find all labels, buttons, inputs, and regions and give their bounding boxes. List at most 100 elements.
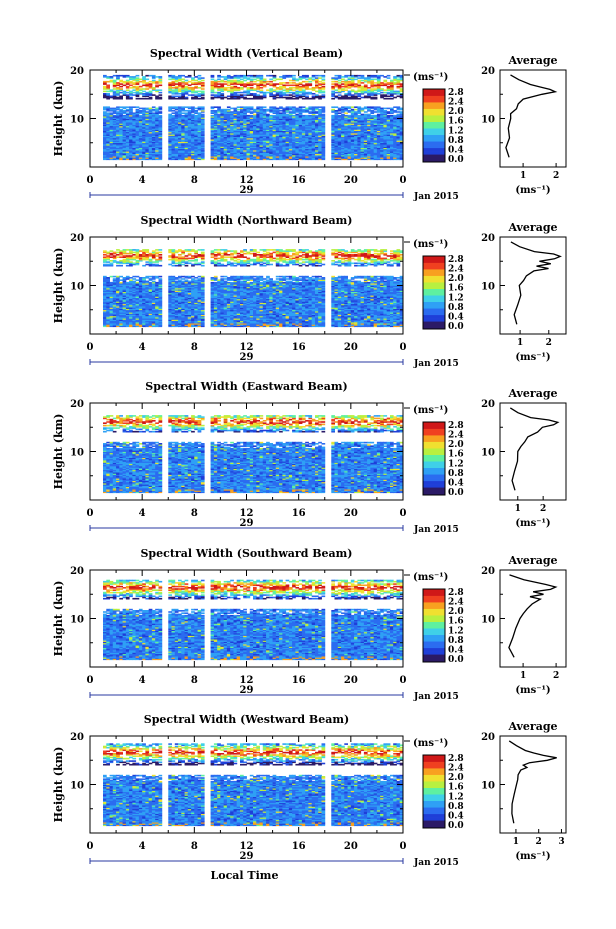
heatmap-cell bbox=[249, 89, 254, 91]
heatmap-cell bbox=[253, 122, 257, 124]
heatmap-cell bbox=[256, 156, 260, 158]
heatmap-cell bbox=[269, 88, 273, 90]
heatmap-cell bbox=[151, 131, 156, 134]
heatmap-cell bbox=[331, 128, 335, 130]
heatmap-cell bbox=[292, 87, 296, 89]
heatmap-cell bbox=[249, 158, 254, 161]
heatmap-cell bbox=[331, 114, 335, 117]
heatmap-cell bbox=[262, 112, 267, 114]
heatmap-cell bbox=[380, 74, 384, 77]
heatmap-cell bbox=[396, 74, 401, 77]
heatmap-cell bbox=[354, 122, 358, 124]
heatmap-cell bbox=[357, 146, 362, 148]
heatmap-cell bbox=[103, 93, 107, 95]
heatmap-cell bbox=[301, 123, 306, 125]
heatmap-cell bbox=[246, 158, 251, 161]
heatmap-cell bbox=[279, 152, 283, 154]
heatmap-cell bbox=[292, 93, 296, 95]
heatmap-cell bbox=[135, 146, 140, 148]
heatmap-cell bbox=[298, 89, 303, 91]
heatmap-cell bbox=[103, 76, 107, 78]
heatmap-cell bbox=[132, 94, 137, 96]
heatmap-cell bbox=[129, 94, 133, 96]
heatmap-cell bbox=[272, 147, 277, 150]
heatmap-cell bbox=[103, 146, 107, 148]
heatmap-cell bbox=[292, 135, 296, 138]
heatmap-cell bbox=[236, 136, 241, 139]
heatmap-cell bbox=[174, 148, 179, 151]
heatmap-cell bbox=[305, 130, 309, 133]
heatmap-cell bbox=[217, 89, 221, 91]
heatmap-cell bbox=[262, 136, 267, 139]
heatmap-cell bbox=[151, 136, 156, 139]
heatmap-cell bbox=[236, 133, 241, 135]
heatmap-cell bbox=[129, 93, 133, 95]
heatmap-cell bbox=[174, 79, 179, 82]
heatmap-cell bbox=[226, 152, 231, 154]
heatmap-cell bbox=[308, 153, 313, 156]
heatmap-cell bbox=[151, 140, 156, 142]
heatmap-cell bbox=[184, 106, 189, 108]
heatmap-cell bbox=[220, 137, 225, 140]
heatmap-cell bbox=[295, 157, 300, 159]
heatmap-cell bbox=[233, 142, 238, 145]
heatmap-cell bbox=[109, 90, 114, 93]
heatmap-cell bbox=[315, 127, 319, 129]
heatmap-cell bbox=[142, 140, 146, 142]
heatmap-cell bbox=[354, 147, 358, 150]
heatmap-cell bbox=[226, 122, 231, 124]
heatmap-cell bbox=[301, 128, 306, 130]
heatmap-cell bbox=[347, 129, 352, 131]
heatmap-cell bbox=[135, 91, 140, 94]
heatmap-cell bbox=[109, 144, 114, 146]
heatmap-cell bbox=[295, 93, 300, 95]
heatmap-cell bbox=[288, 123, 293, 125]
heatmap-cell bbox=[213, 120, 218, 123]
heatmap-cell bbox=[288, 87, 293, 89]
heatmap-cell bbox=[341, 88, 345, 90]
heatmap-cell bbox=[269, 141, 273, 144]
heatmap-cell bbox=[315, 112, 319, 114]
heatmap-cell bbox=[213, 135, 218, 138]
heatmap-cell bbox=[142, 78, 146, 81]
heatmap-cell bbox=[318, 119, 322, 122]
heatmap-cell bbox=[187, 114, 192, 117]
heatmap-cell bbox=[331, 135, 335, 138]
heatmap-cell bbox=[135, 150, 140, 152]
heatmap-cell bbox=[249, 79, 254, 82]
heatmap-cell bbox=[112, 147, 117, 150]
heatmap-cell bbox=[132, 89, 137, 91]
heatmap-cell bbox=[350, 113, 355, 116]
heatmap-cell bbox=[243, 97, 247, 100]
heatmap-cell bbox=[347, 80, 352, 83]
heatmap-cell bbox=[106, 263, 110, 266]
heatmap-cell bbox=[194, 153, 198, 156]
heatmap-cell bbox=[210, 118, 215, 121]
heatmap-cell bbox=[220, 120, 225, 123]
heatmap-cell bbox=[305, 129, 309, 131]
heatmap-cell bbox=[282, 110, 287, 112]
heatmap-cell bbox=[298, 120, 303, 123]
heatmap-cell bbox=[129, 118, 133, 121]
heatmap-cell bbox=[226, 95, 231, 98]
heatmap-cell bbox=[272, 111, 277, 113]
heatmap-cell bbox=[259, 84, 264, 87]
heatmap-cell bbox=[301, 124, 306, 127]
heatmap-cell bbox=[119, 116, 123, 118]
heatmap-cell bbox=[155, 136, 159, 139]
heatmap-cell bbox=[132, 144, 137, 146]
heatmap-cell bbox=[174, 131, 179, 134]
heatmap-cell bbox=[116, 147, 120, 150]
heatmap-cell bbox=[318, 147, 322, 150]
heatmap-cell bbox=[341, 89, 345, 91]
heatmap-cell bbox=[116, 133, 120, 135]
heatmap-cell bbox=[155, 135, 159, 138]
heatmap-cell bbox=[168, 117, 172, 119]
heatmap-cell bbox=[135, 144, 140, 146]
heatmap-cell bbox=[194, 97, 198, 100]
heatmap-cell bbox=[135, 137, 140, 140]
heatmap-cell bbox=[174, 83, 179, 85]
heatmap-cell bbox=[246, 144, 251, 146]
heatmap-cell bbox=[184, 110, 189, 112]
heatmap-cell bbox=[334, 83, 339, 85]
